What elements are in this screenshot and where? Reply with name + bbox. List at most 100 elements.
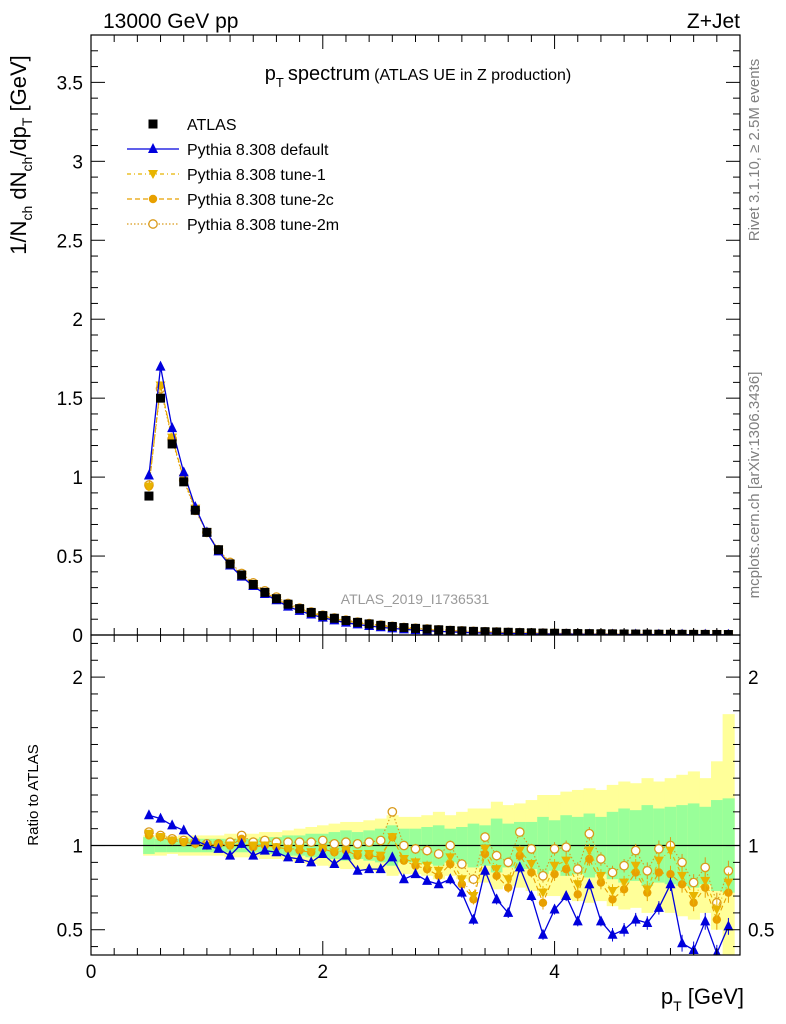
ratio-point-tune-2m — [329, 838, 340, 849]
top-series-layer — [143, 360, 734, 635]
ratio-point-tune-1 — [642, 885, 653, 895]
ratio-point-tune-2c — [550, 869, 559, 879]
top-point-atlas — [631, 629, 641, 635]
ratio-frame — [90, 634, 741, 956]
ratio-point-tune-1 — [306, 848, 317, 858]
ratio-point-tune-1 — [422, 861, 433, 871]
ratio-point-tune-1 — [468, 892, 479, 902]
top-point-atlas — [538, 628, 548, 635]
ratio-point-tune-1 — [572, 880, 583, 890]
ratio-point-tune-1 — [526, 860, 537, 870]
ratio-point-default — [248, 849, 259, 860]
ratio-y-tick-label: 0.5 — [57, 921, 83, 942]
top-point-atlas — [167, 439, 177, 449]
process-label: Z+Jet — [687, 10, 740, 33]
legend-marker-tune-1 — [148, 170, 158, 179]
ratio-point-default — [340, 849, 351, 860]
top-point-atlas — [422, 624, 432, 634]
ratio-point-tune-2m — [457, 859, 467, 869]
ratio-point-tune-1 — [549, 861, 560, 871]
ratio-point-tune-2c — [585, 854, 594, 864]
ratio-point-tune-1 — [607, 887, 618, 896]
ratio-point-default — [375, 863, 386, 874]
top-point-atlas — [179, 477, 189, 487]
ratio-point-default — [178, 824, 189, 835]
legend: ATLAS Pythia 8.308 default Pythia 8.308 tu… — [127, 117, 339, 234]
top-point-atlas — [341, 615, 351, 625]
top-point-default — [167, 422, 178, 433]
ratio-point-tune-2m — [642, 865, 653, 876]
ratio-point-default — [143, 809, 154, 820]
ratio-point-tune-2m — [607, 867, 618, 878]
ratio-point-default — [398, 873, 409, 884]
ratio-y-tick-label: 1 — [72, 837, 83, 858]
top-point-atlas — [353, 617, 363, 627]
top-point-tune-1 — [155, 381, 166, 391]
top-point-atlas — [584, 629, 594, 635]
ratio-y-tick-label: 2 — [72, 668, 83, 689]
ratio-point-tune-2m — [375, 835, 386, 846]
ratio-point-default — [549, 903, 560, 914]
ratio-y-axis-label: Ratio to ATLAS — [25, 744, 42, 845]
ratio-point-tune-1 — [329, 848, 340, 858]
ratio-point-tune-2m — [526, 844, 537, 854]
ratio-point-tune-1 — [456, 875, 467, 885]
ratio-point-tune-1 — [595, 871, 606, 881]
top-y-tick-label: 1.5 — [57, 389, 83, 410]
legend-item: ATLAS — [148, 117, 237, 134]
ratio-point-tune-2c — [573, 890, 582, 899]
ratio-point-tune-1 — [225, 841, 236, 851]
ratio-point-tune-2m — [491, 850, 502, 861]
plot-title-word: spectrum — [288, 63, 370, 85]
ratio-point-tune-2m — [700, 862, 711, 873]
ratio-point-default — [630, 913, 641, 924]
ratio-point-tune-2c — [504, 883, 513, 892]
legend-label: Pythia 8.308 tune-2m — [187, 217, 339, 234]
ratio-point-tune-2m — [654, 844, 664, 854]
ratio-point-default — [677, 937, 688, 948]
ratio-point-tune-2m — [688, 877, 699, 888]
ratio-point-default — [468, 913, 479, 924]
rivet-label: Rivet 3.1.10, ≥ 2.5M events — [746, 59, 763, 242]
ratio-point-tune-2m — [422, 845, 432, 856]
plot-subtitle: (ATLAS UE in Z production) — [374, 67, 571, 84]
ratio-point-tune-2m — [306, 837, 317, 848]
ratio-point-tune-1 — [387, 833, 398, 843]
analysis-watermark: ATLAS_2019_I1736531 — [341, 591, 490, 607]
ratio-point-tune-2m — [433, 849, 444, 859]
ratio-point-tune-1 — [584, 846, 595, 856]
ratio-point-tune-2m — [503, 857, 514, 868]
ratio-point-tune-1 — [561, 856, 572, 866]
ratio-point-tune-2m — [538, 870, 548, 881]
legend-label: Pythia 8.308 tune-1 — [187, 167, 326, 184]
ratio-point-tune-1 — [653, 856, 664, 866]
ratio-point-tune-1 — [375, 851, 386, 861]
ratio-point-default — [619, 923, 630, 934]
ratio-point-default — [410, 868, 421, 879]
top-y-tick-label: 2.5 — [57, 231, 83, 252]
top-point-atlas — [515, 628, 525, 635]
ratio-point-tune-1 — [167, 836, 178, 846]
top-point-default — [143, 469, 154, 480]
ratio-point-default — [364, 863, 375, 874]
top-point-atlas — [376, 620, 386, 630]
ratio-point-default — [201, 839, 212, 850]
ratio-point-default — [653, 901, 664, 912]
ratio-point-tune-1 — [294, 844, 305, 854]
ratio-point-tune-1 — [537, 888, 548, 898]
ratio-point-tune-2c — [527, 868, 536, 877]
ratio-point-tune-1 — [364, 849, 375, 859]
ratio-point-tune-2m — [364, 837, 374, 848]
top-point-atlas — [237, 570, 247, 580]
ratio-point-default — [700, 915, 711, 926]
top-y-tick-label: 3.5 — [57, 73, 83, 94]
ratio-point-default — [236, 837, 247, 848]
top-point-atlas — [399, 623, 409, 633]
ratio-point-tune-2m — [584, 828, 595, 839]
top-point-atlas — [225, 559, 235, 569]
ratio-point-tune-2m — [514, 827, 525, 837]
top-point-atlas — [608, 629, 618, 635]
top-point-default — [178, 466, 189, 477]
ratio-point-tune-2m — [352, 838, 363, 849]
legend-marker-tune-2c — [148, 194, 158, 204]
